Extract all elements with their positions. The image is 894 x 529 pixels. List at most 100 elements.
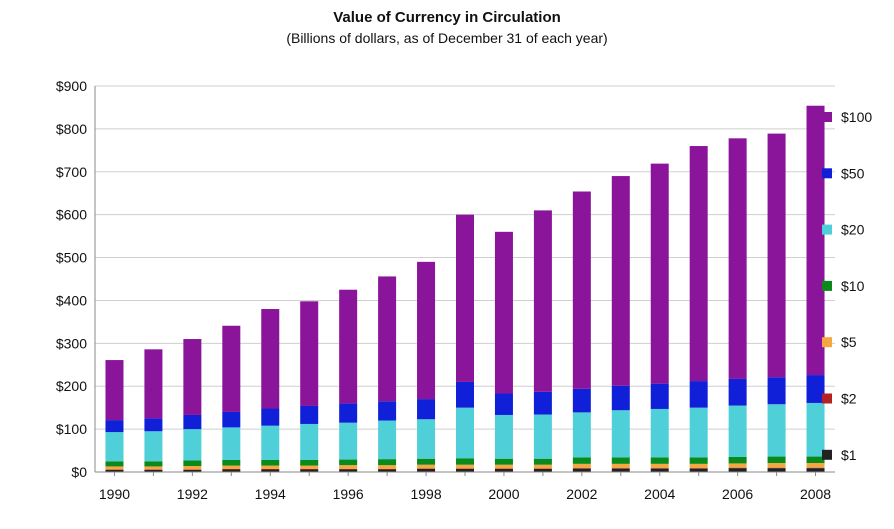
bar-segment — [183, 414, 202, 430]
bar-segment — [378, 465, 397, 469]
bar-segment — [105, 469, 124, 472]
bar-segment — [456, 381, 474, 408]
bar-segment — [611, 385, 630, 411]
y-tick-label: $500 — [56, 250, 87, 266]
x-tick-label: 1996 — [333, 486, 364, 502]
x-tick-label: 1992 — [177, 486, 208, 502]
bar-segment — [300, 301, 319, 406]
bar-segment — [806, 375, 825, 403]
bars — [105, 105, 825, 472]
bar-segment — [806, 462, 825, 468]
bar-segment — [144, 466, 163, 470]
y-tick-label: $200 — [56, 378, 87, 394]
x-tick-label: 1998 — [410, 486, 441, 502]
bar-segment — [339, 289, 358, 404]
legend-label: $5 — [841, 334, 857, 350]
bar-segment — [572, 412, 591, 458]
bar-segment — [105, 461, 124, 467]
bar-segment — [611, 176, 630, 386]
y-tick-label: $100 — [56, 421, 87, 437]
bar-segment — [300, 469, 319, 472]
bar-segment — [261, 459, 280, 466]
bar-segment — [183, 429, 202, 461]
y-tick-label: $800 — [56, 121, 87, 137]
bar-segment — [728, 468, 747, 472]
bar-segment — [456, 464, 474, 469]
x-tick-label: 1994 — [255, 486, 286, 502]
legend-swatch — [822, 393, 832, 404]
bar-segment — [494, 231, 513, 394]
bar-segment — [105, 360, 124, 421]
bar-segment — [611, 457, 630, 464]
bar-segment — [572, 463, 591, 469]
x-tick-label: 1990 — [99, 486, 130, 502]
bar-segment — [494, 468, 513, 472]
bar-segment — [689, 457, 708, 464]
bar-segment — [339, 403, 358, 423]
legend-label: $10 — [841, 278, 865, 294]
chart-subtitle: (Billions of dollars, as of December 31 … — [286, 30, 608, 46]
legend-swatch — [822, 224, 832, 235]
bar-segment — [689, 468, 708, 472]
bar-segment — [261, 465, 280, 469]
bar-segment — [222, 427, 241, 460]
legend-label: $50 — [841, 165, 865, 181]
bar-segment — [183, 469, 202, 472]
bar-segment — [572, 388, 591, 413]
bar-segment — [689, 381, 708, 408]
bar-segment — [533, 210, 552, 392]
bar-segment — [183, 465, 202, 470]
bar-segment — [222, 459, 241, 466]
bar-segment — [261, 408, 280, 426]
bar-segment — [572, 468, 591, 472]
bar-segment — [222, 465, 241, 469]
y-tick-label: $900 — [56, 78, 87, 94]
bar-segment — [767, 133, 786, 378]
bar-segment — [728, 378, 747, 406]
bar-segment — [378, 420, 397, 460]
bar-segment — [300, 459, 319, 466]
bar-segment — [689, 146, 708, 382]
bar-segment — [767, 377, 786, 405]
legend-swatch — [822, 168, 832, 179]
bar-segment — [183, 460, 202, 466]
bar-segment — [417, 458, 436, 465]
legend-label: $2 — [841, 391, 857, 407]
bar-segment — [261, 425, 280, 460]
bar-segment — [417, 464, 436, 469]
bar-segment — [417, 261, 436, 400]
x-tick-label: 2000 — [488, 486, 519, 502]
bar-segment — [417, 399, 436, 420]
bar-segment — [494, 414, 513, 459]
bar-segment — [533, 458, 552, 465]
chart-title: Value of Currency in Circulation — [333, 9, 561, 26]
bar-segment — [261, 469, 280, 472]
bar-segment — [222, 325, 241, 412]
bar-segment — [806, 105, 825, 376]
legend-swatch — [822, 280, 832, 291]
bar-segment — [456, 407, 474, 459]
bar-segment — [650, 457, 669, 464]
bar-segment — [456, 468, 474, 472]
legend-swatch — [822, 449, 832, 460]
bar-segment — [261, 309, 280, 409]
bar-segment — [105, 466, 124, 470]
bar-segment — [611, 468, 630, 472]
bar-segment — [767, 456, 786, 463]
bar-segment — [533, 464, 552, 469]
y-tick-label: $600 — [56, 207, 87, 223]
y-tick-label: $0 — [71, 464, 87, 480]
bar-segment — [144, 431, 163, 462]
x-tick-label: 2004 — [644, 486, 675, 502]
bar-segment — [222, 411, 241, 428]
y-tick-label: $300 — [56, 335, 87, 351]
bar-segment — [456, 458, 474, 465]
bar-segment — [650, 468, 669, 472]
bar-segment — [533, 468, 552, 472]
bar-segment — [689, 407, 708, 458]
bar-segment — [105, 432, 124, 462]
bar-segment — [339, 469, 358, 472]
bar-segment — [494, 464, 513, 469]
bar-segment — [806, 456, 825, 463]
